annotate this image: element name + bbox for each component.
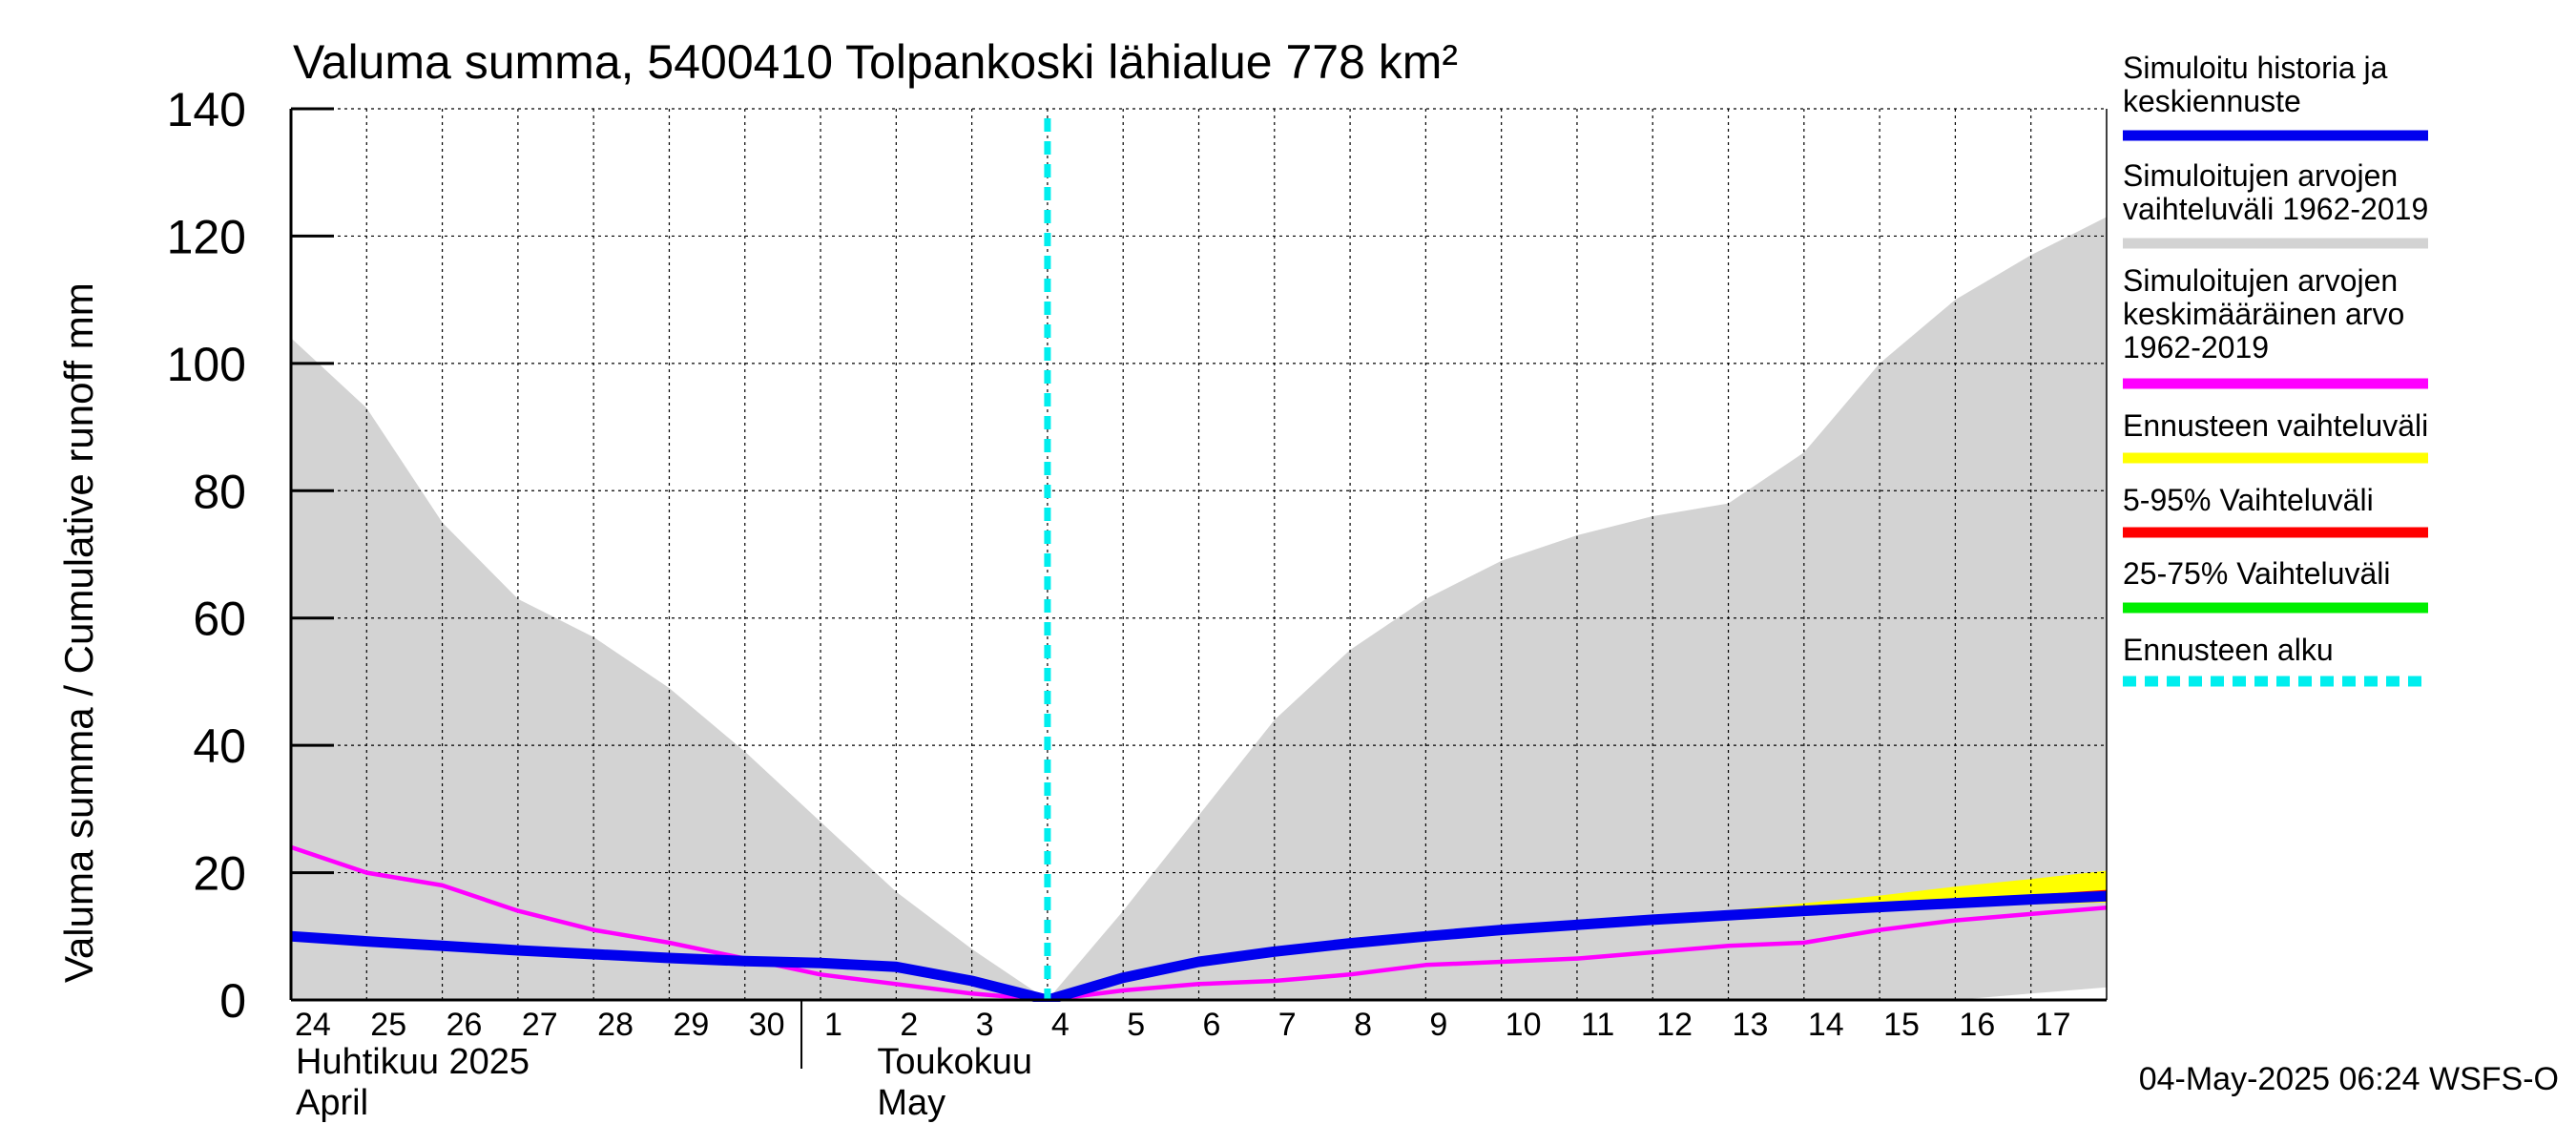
x-tick-label: 27	[522, 1007, 558, 1043]
x-tick-label: 3	[976, 1007, 994, 1043]
y-tick-label: 60	[193, 593, 246, 646]
chart-title: Valuma summa, 5400410 Tolpankoski lähial…	[293, 35, 1458, 89]
x-tick-label: 15	[1883, 1007, 1920, 1043]
x-tick-label: 9	[1429, 1007, 1447, 1043]
x-tick-label: 26	[447, 1007, 483, 1043]
x-tick-label: 16	[1959, 1007, 1995, 1043]
x-tick-label: 2	[900, 1007, 918, 1043]
legend-label: Simuloitujen arvojen	[2123, 263, 2398, 298]
grid	[291, 108, 2107, 1000]
legend-item: 25-75% Vaihteluväli	[2123, 556, 2428, 614]
x-tick-label: 24	[295, 1007, 331, 1043]
y-tick-label: 140	[167, 83, 246, 136]
x-tick-label: 10	[1506, 1007, 1542, 1043]
legend-item: Ennusteen alku	[2123, 633, 2428, 687]
x-tick-label: 7	[1278, 1007, 1297, 1043]
legend-label: Ennusteen vaihteluväli	[2123, 408, 2428, 443]
plot-area	[289, 108, 2108, 1002]
legend-label: 1962-2019	[2123, 330, 2269, 364]
y-tick-label: 80	[193, 465, 246, 518]
series-line-1	[291, 890, 2107, 1002]
x-tick-label: 13	[1733, 1007, 1769, 1043]
x-tick-label: 25	[370, 1007, 406, 1043]
band-1	[1047, 870, 2107, 1000]
legend: Simuloitu historia jakeskiennusteSimuloi…	[2123, 51, 2428, 687]
y-tick-label: 100	[167, 338, 246, 391]
month-label-fi: Huhtikuu 2025	[296, 1042, 530, 1082]
x-tick-label: 4	[1051, 1007, 1070, 1043]
month-label-en: April	[296, 1083, 368, 1123]
x-tick-label: 30	[749, 1007, 785, 1043]
x-tick-label: 11	[1581, 1007, 1614, 1043]
legend-label: 5-95% Vaihteluväli	[2123, 483, 2374, 517]
x-tick-label: 12	[1656, 1007, 1693, 1043]
legend-label: keskiennuste	[2123, 84, 2301, 118]
y-axis: 0 20 40 60 80 100 120 140	[167, 83, 334, 1028]
legend-label: Ennusteen alku	[2123, 633, 2334, 667]
legend-label: keskimääräinen arvo	[2123, 297, 2404, 331]
y-tick-label: 20	[193, 847, 246, 901]
y-tick-label: 0	[219, 974, 246, 1028]
legend-label: 25-75% Vaihteluväli	[2123, 556, 2390, 591]
series-line-0	[291, 844, 2107, 1002]
x-tick-label: 17	[2035, 1007, 2071, 1043]
month-label-fi: Toukokuu	[877, 1042, 1032, 1082]
x-tick-label: 28	[597, 1007, 634, 1043]
x-tick-label: 1	[824, 1007, 842, 1043]
y-tick-label: 120	[167, 210, 246, 263]
month-label-en: May	[877, 1083, 945, 1123]
x-tick-label: 29	[673, 1007, 709, 1043]
legend-label: vaihteluväli 1962-2019	[2123, 192, 2428, 226]
legend-item: Ennusteen vaihteluväli	[2123, 408, 2428, 464]
x-tick-label: 8	[1354, 1007, 1372, 1043]
x-tick-label: 5	[1127, 1007, 1145, 1043]
y-tick-label: 40	[193, 719, 246, 773]
timestamp-footer: 04-May-2025 06:24 WSFS-O	[2139, 1061, 2559, 1097]
x-tick-label: 6	[1203, 1007, 1221, 1043]
legend-label: Simuloitujen arvojen	[2123, 158, 2398, 193]
x-tick-label: 14	[1808, 1007, 1844, 1043]
x-axis: 24 25 26 27 28 29 30 1 2 3 4 5 6 7 8 9 10 11 12 13 14 15 16 17H…	[295, 1000, 2071, 1123]
y-axis-label: Valuma summa / Cumulative runoff mm	[56, 282, 101, 983]
legend-label: Simuloitu historia ja	[2123, 51, 2388, 85]
legend-item: 5-95% Vaihteluväli	[2123, 483, 2428, 538]
